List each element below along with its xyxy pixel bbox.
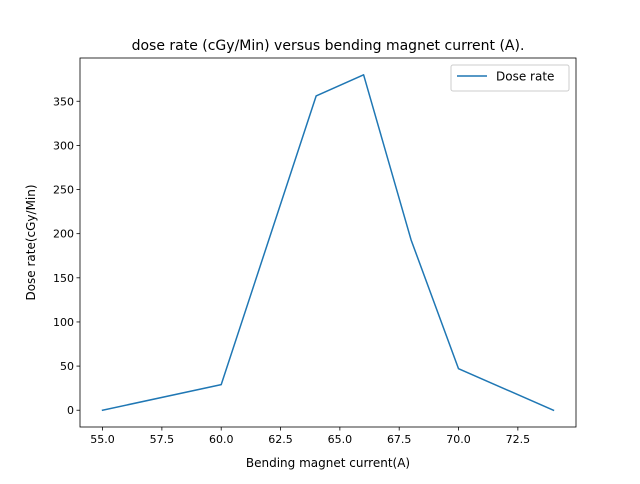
y-tick-label: 200 bbox=[53, 228, 74, 241]
legend-label-dose-rate: Dose rate bbox=[496, 70, 554, 84]
x-tick-label: 62.5 bbox=[268, 433, 293, 446]
y-tick-label: 50 bbox=[60, 360, 74, 373]
x-tick-label: 65.0 bbox=[328, 433, 353, 446]
x-tick-label: 55.0 bbox=[90, 433, 115, 446]
y-axis-label: Dose rate(cGy/Min) bbox=[24, 184, 38, 300]
x-tick-label: 60.0 bbox=[209, 433, 234, 446]
x-tick-label: 72.5 bbox=[506, 433, 531, 446]
x-tick-label: 67.5 bbox=[387, 433, 412, 446]
y-tick-label: 150 bbox=[53, 272, 74, 285]
chart-title: dose rate (cGy/Min) versus bending magne… bbox=[132, 38, 525, 54]
x-tick-label: 70.0 bbox=[446, 433, 471, 446]
y-tick-label: 0 bbox=[67, 404, 74, 417]
x-tick-label: 57.5 bbox=[150, 433, 175, 446]
legend: Dose rate bbox=[451, 65, 569, 91]
y-tick-label: 300 bbox=[53, 139, 74, 152]
y-tick-label: 350 bbox=[53, 95, 74, 108]
y-tick-label: 250 bbox=[53, 184, 74, 197]
x-axis-label: Bending magnet current(A) bbox=[246, 456, 410, 470]
y-tick-label: 100 bbox=[53, 316, 74, 329]
